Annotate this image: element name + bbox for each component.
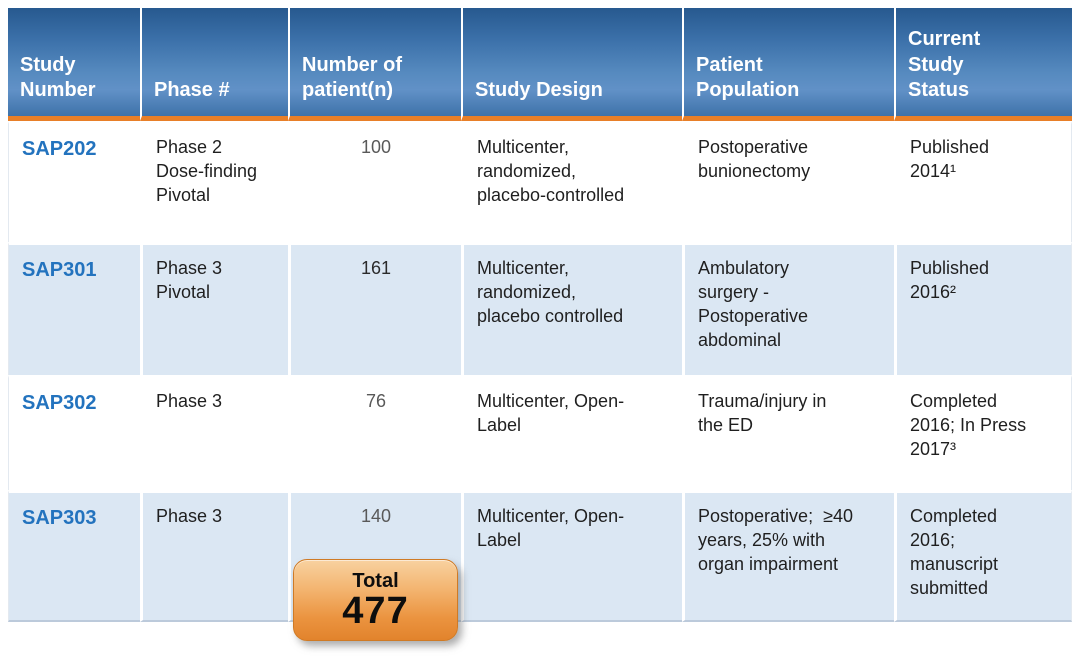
cell-study-number: SAP302 (8, 375, 140, 490)
table-row: SAP202 Phase 2 Dose-finding Pivotal 100 … (8, 121, 1072, 242)
table-row: SAP303 Phase 3 140 Multicenter, Open- La… (8, 490, 1072, 622)
cell-status: Published 2016² (894, 242, 1072, 375)
table-header: Study Number Phase # Number of patient(n… (8, 8, 1072, 121)
cell-patients: 76 (288, 375, 461, 490)
cell-study-number: SAP303 (8, 490, 140, 622)
cell-patient-population: Ambulatory surgery - Postoperative abdom… (682, 242, 894, 375)
cell-phase: Phase 2 Dose-finding Pivotal (140, 121, 288, 242)
cell-phase: Phase 3 Pivotal (140, 242, 288, 375)
total-badge: Total 477 (293, 559, 458, 641)
table-row: SAP301 Phase 3 Pivotal 161 Multicenter, … (8, 242, 1072, 375)
cell-status: Completed 2016; manuscript submitted (894, 490, 1072, 622)
cell-study-design: Multicenter, Open- Label (461, 375, 682, 490)
column-header-study-design: Study Design (461, 8, 682, 121)
cell-patient-population: Postoperative bunionectomy (682, 121, 894, 242)
cell-phase: Phase 3 (140, 375, 288, 490)
cell-phase: Phase 3 (140, 490, 288, 622)
column-header-current-study-status: Current Study Status (894, 8, 1072, 121)
cell-study-design: Multicenter, randomized, placebo-control… (461, 121, 682, 242)
column-header-patients: Number of patient(n) (288, 8, 461, 121)
cell-patients: 100 (288, 121, 461, 242)
cell-study-number: SAP301 (8, 242, 140, 375)
cell-patient-population: Postoperative; ≥40 years, 25% with organ… (682, 490, 894, 622)
column-header-patient-population: Patient Population (682, 8, 894, 121)
studies-table: Study Number Phase # Number of patient(n… (8, 8, 1072, 622)
cell-status: Published 2014¹ (894, 121, 1072, 242)
cell-study-number: SAP202 (8, 121, 140, 242)
cell-status: Completed 2016; In Press 2017³ (894, 375, 1072, 490)
cell-patient-population: Trauma/injury in the ED (682, 375, 894, 490)
total-value: 477 (342, 590, 409, 632)
table-row: SAP302 Phase 3 76 Multicenter, Open- Lab… (8, 375, 1072, 490)
cell-study-design: Multicenter, Open- Label (461, 490, 682, 622)
cell-patients: 161 (288, 242, 461, 375)
column-header-study-number: Study Number (8, 8, 140, 121)
column-header-phase: Phase # (140, 8, 288, 121)
cell-study-design: Multicenter, randomized, placebo control… (461, 242, 682, 375)
total-label: Total (352, 570, 399, 592)
